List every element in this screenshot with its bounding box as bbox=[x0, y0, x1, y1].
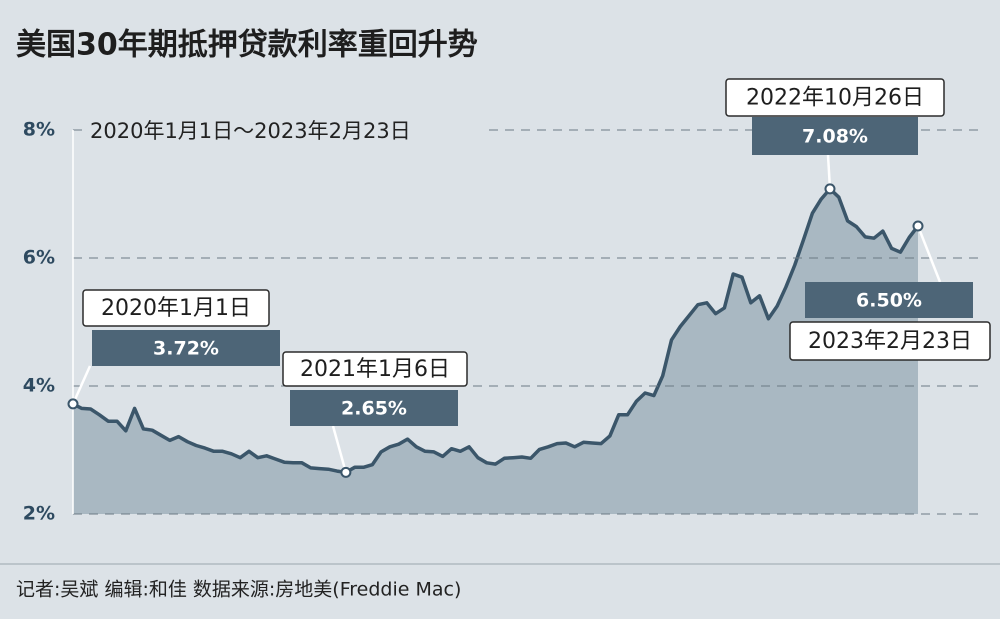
value-box bbox=[92, 330, 280, 366]
leader-line bbox=[826, 154, 832, 189]
footer: 记者:吴斌 编辑:和佳 数据来源:房地美(Freddie Mac) bbox=[16, 579, 461, 601]
point-marker bbox=[912, 220, 924, 232]
annotation-date: 2022年10月26日 bbox=[746, 86, 924, 111]
line bbox=[72, 187, 920, 475]
leader-line bbox=[71, 365, 92, 405]
y-tick-label: 2% bbox=[23, 503, 55, 525]
point-marker bbox=[824, 183, 836, 195]
data-label: 2.65% bbox=[341, 398, 407, 420]
date-box bbox=[82, 289, 270, 327]
point-marker bbox=[67, 398, 79, 410]
point-marker bbox=[340, 466, 352, 478]
value-box bbox=[805, 282, 973, 318]
annotation-date: 2021年1月6日 bbox=[300, 357, 450, 382]
subtitle: 2020年1月1日～2023年2月23日 bbox=[90, 119, 411, 143]
annotation-date: 2020年1月1日 bbox=[101, 296, 251, 321]
value-box bbox=[752, 117, 918, 155]
annotation-date: 2023年2月23日 bbox=[808, 329, 972, 354]
date-box bbox=[282, 351, 468, 387]
y-tick-label: 4% bbox=[23, 375, 55, 397]
data-label: 3.72% bbox=[153, 338, 219, 360]
value-box bbox=[290, 390, 458, 426]
data-label: 7.08% bbox=[802, 126, 868, 148]
y-tick-label: 8% bbox=[23, 119, 55, 141]
chart-title: 美国30年期抵押贷款利率重回升势 bbox=[16, 28, 478, 63]
leader-line bbox=[331, 425, 348, 473]
data-label: 6.50% bbox=[856, 290, 922, 312]
date-box bbox=[789, 321, 991, 361]
area bbox=[73, 188, 918, 514]
leader-line bbox=[916, 225, 942, 283]
y-tick-label: 6% bbox=[23, 247, 55, 269]
date-box bbox=[725, 78, 945, 117]
subtitle-bg bbox=[84, 114, 484, 148]
